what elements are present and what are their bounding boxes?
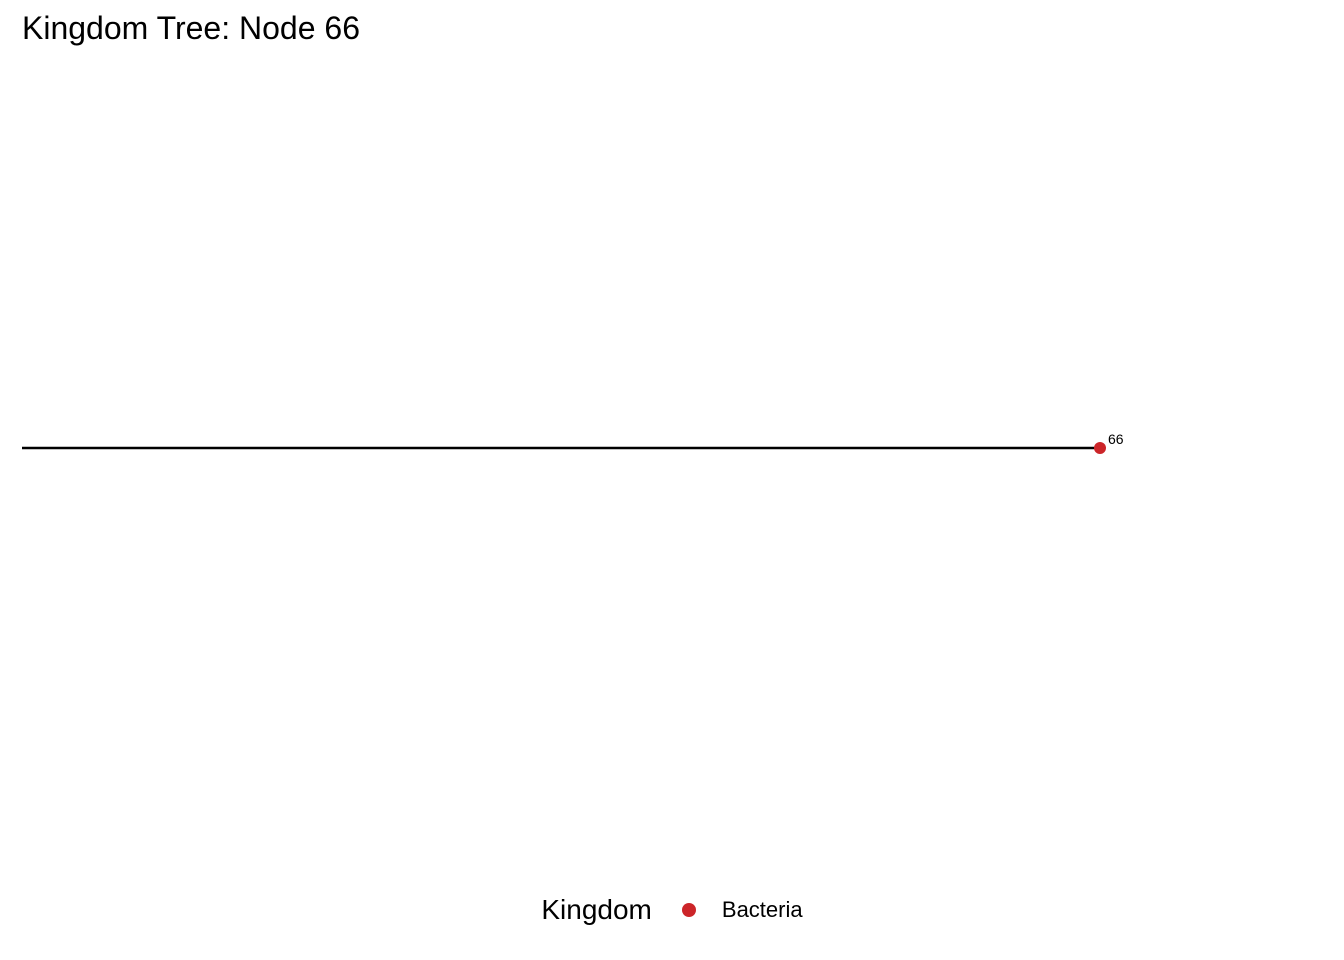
legend-title: Kingdom [541,894,652,925]
legend-label-bacteria: Bacteria [721,897,803,922]
legend: Kingdom Bacteria [0,888,1344,932]
tree-node-point [1094,442,1106,454]
tree-node-label: 66 [1108,431,1124,447]
chart-title: Kingdom Tree: Node 66 [22,10,360,46]
legend-key-bacteria [681,903,696,917]
